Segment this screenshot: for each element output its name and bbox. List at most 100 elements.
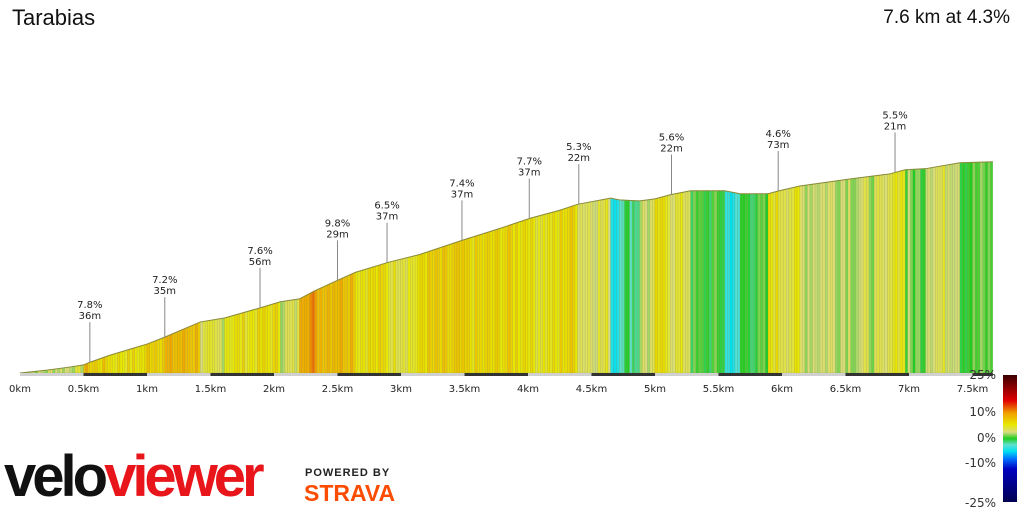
profile-slice — [626, 200, 630, 374]
profile-slice — [327, 283, 331, 374]
veloviewer-logo: veloviewer — [4, 444, 265, 509]
profile-slice — [817, 182, 821, 374]
profile-slice — [711, 190, 715, 374]
profile-slice — [853, 177, 857, 374]
profile-slice — [850, 178, 854, 374]
annotation-gradient: 5.5% — [882, 110, 907, 121]
profile-slice — [902, 169, 906, 374]
profile-slice — [80, 364, 84, 374]
profile-slice — [874, 175, 878, 374]
profile-slice — [264, 305, 268, 374]
profile-slice — [484, 232, 488, 374]
profile-slice — [112, 353, 116, 374]
annotation-gradient: 5.6% — [659, 133, 684, 144]
profile-slice — [775, 190, 779, 374]
profile-slice — [124, 349, 128, 374]
profile-slice — [899, 170, 903, 374]
profile-slice — [189, 324, 193, 374]
profile-slice — [855, 177, 859, 374]
profile-slice — [737, 193, 741, 374]
profile-slice — [587, 201, 591, 374]
profile-slice — [925, 168, 929, 374]
profile-slice — [200, 321, 203, 374]
profile-slice — [314, 289, 318, 374]
profile-slice — [329, 282, 333, 374]
profile-slice — [385, 262, 389, 374]
profile-slice — [89, 361, 93, 374]
profile-slice — [195, 322, 199, 374]
profile-slice — [727, 191, 731, 374]
profile-slice — [772, 191, 776, 374]
profile-slice — [525, 218, 529, 374]
profile-slice — [629, 200, 633, 374]
annotation-length: 35m — [154, 286, 176, 297]
profile-slice — [927, 167, 931, 374]
colorbar-label: 25% — [969, 368, 996, 382]
profile-slice — [454, 241, 458, 374]
axis-bar-dark-segment — [972, 373, 993, 376]
profile-slice — [520, 220, 524, 374]
profile-slice — [127, 348, 131, 374]
profile-slice — [767, 192, 771, 374]
profile-slice — [209, 319, 213, 374]
profile-slice — [547, 212, 551, 374]
profile-slice — [747, 193, 751, 374]
profile-slice — [935, 166, 938, 374]
profile-slice — [904, 169, 908, 374]
profile-slice — [499, 227, 503, 374]
profile-slice — [419, 253, 423, 374]
profile-slice — [62, 367, 65, 374]
profile-slice — [392, 260, 396, 374]
profile-slice — [932, 166, 936, 374]
profile-slice — [174, 331, 178, 374]
profile-slice — [502, 226, 506, 374]
profile-slice — [592, 200, 596, 374]
profile-slice — [840, 179, 844, 374]
profile-slice — [554, 210, 558, 374]
profile-slice — [377, 264, 381, 374]
profile-slice — [136, 345, 140, 374]
profile-slice — [670, 194, 673, 374]
profile-slice — [304, 294, 308, 374]
profile-slice — [947, 164, 951, 374]
profile-slice — [204, 320, 208, 374]
profile-slice — [339, 277, 343, 374]
profile-slice — [910, 169, 914, 374]
profile-slice — [894, 171, 898, 374]
profile-slice — [887, 173, 891, 374]
profile-slice — [360, 269, 364, 374]
axis-bar-dark-segment — [718, 373, 782, 376]
profile-slice — [439, 246, 443, 374]
profile-slice — [537, 215, 541, 374]
profile-slice — [672, 193, 676, 374]
profile-slice — [722, 190, 726, 374]
profile-slice — [357, 270, 361, 374]
profile-slice — [770, 192, 774, 374]
profile-slice — [868, 175, 872, 374]
annotation-gradient: 7.6% — [247, 246, 272, 257]
profile-slice — [322, 285, 325, 374]
x-tick-label: 1km — [136, 384, 158, 395]
profile-slice — [802, 185, 806, 374]
profile-slice — [442, 245, 445, 374]
x-tick-label: 7km — [898, 384, 920, 395]
profile-slice — [564, 207, 568, 374]
profile-slice — [397, 259, 401, 374]
profile-slice — [621, 199, 625, 374]
profile-slice — [879, 174, 883, 374]
profile-slice — [602, 198, 606, 374]
strava-logo: STRAVA — [304, 480, 396, 506]
profile-slice — [757, 193, 761, 374]
profile-slice — [619, 199, 623, 374]
profile-slice — [642, 199, 646, 374]
x-tick-label: 5.5km — [703, 384, 734, 395]
profile-slice — [179, 329, 183, 374]
profile-slice — [383, 262, 386, 374]
profile-slice — [799, 185, 803, 374]
profile-slice — [477, 234, 480, 374]
profile-slice — [129, 348, 133, 374]
profile-slice — [796, 185, 800, 374]
profile-slice — [750, 193, 753, 374]
profile-slice — [949, 163, 953, 374]
profile-slice — [202, 320, 206, 374]
